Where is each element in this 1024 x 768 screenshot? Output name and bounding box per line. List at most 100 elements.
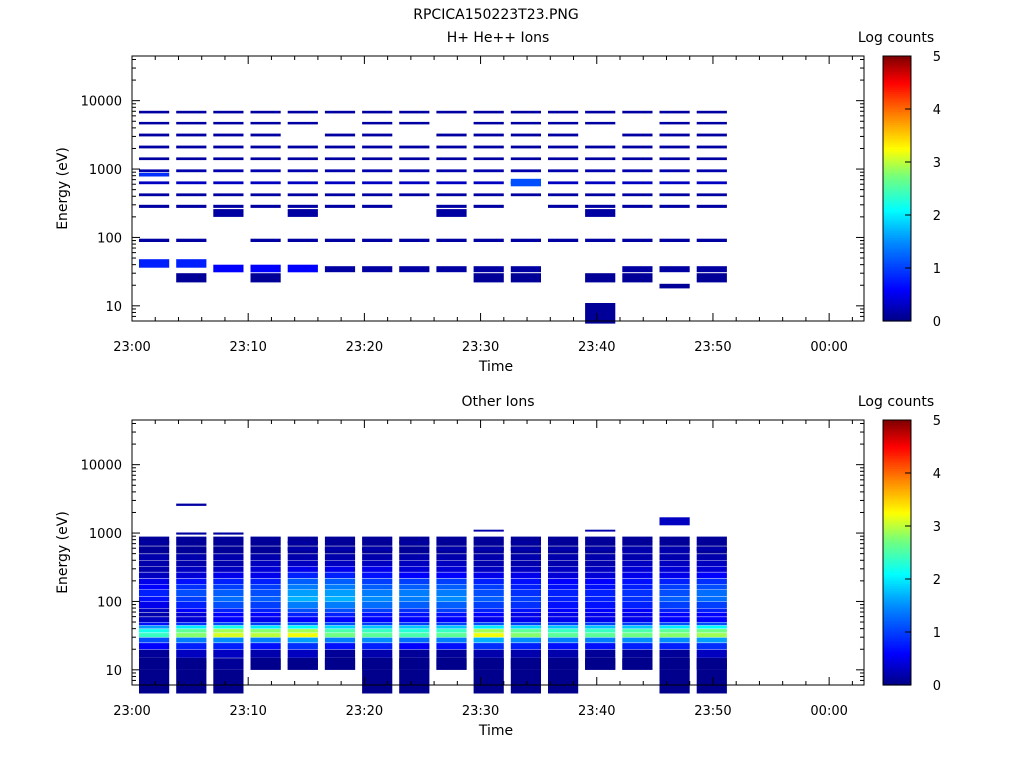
heatmap-cell [139,669,170,694]
heatmap-cell [399,589,430,596]
heatmap-cell [176,601,207,609]
y-tick-label: 100 [97,595,122,610]
heatmap-cell [548,121,579,125]
colorbar-segment [883,428,911,432]
colorbar-segment [883,554,911,558]
colorbar-segment [883,632,911,635]
heatmap-cell [659,643,690,650]
heatmap-cell [659,554,690,561]
heatmap-cell [473,584,504,590]
heatmap-cell [510,649,541,658]
heatmap-cell [139,536,170,546]
heatmap-cell [622,612,653,617]
colorbar-segment [883,292,911,296]
heatmap-cell [585,121,616,125]
heatmap-cell [510,178,541,187]
colorbar-segment [883,671,911,675]
heatmap-cell [362,121,393,125]
heatmap-cell [399,110,430,114]
heatmap-cell [213,536,244,546]
heatmap-cell [399,546,430,554]
heatmap-cell [548,608,579,612]
colorbar-segment [883,314,911,318]
heatmap-cell [324,193,356,197]
heatmap-cell [436,181,467,185]
colorbar-segment [883,122,911,126]
heatmap-cell [362,637,393,643]
colorbar-segment [883,420,911,423]
colorbar-segment [883,294,911,298]
heatmap-cell [250,572,281,578]
heatmap-cell [436,612,467,617]
colorbar-segment [883,585,911,589]
heatmap-cell [250,560,281,566]
colorbar-segment [883,658,911,662]
heatmap-cell [622,110,653,114]
heatmap-cell [176,133,207,137]
heatmap-cell [399,625,430,629]
colorbar-segment [883,464,911,467]
heatmap-cell [659,238,690,242]
heatmap-cell [548,110,579,114]
heatmap-cell [362,193,393,197]
colorbar-segment [883,162,911,165]
colorbar-segment [883,239,911,243]
heatmap-cell [585,145,616,149]
heatmap-cell [436,204,467,208]
heatmap-cell [622,643,653,650]
heatmap-cell [324,157,356,161]
heatmap-cell [659,566,690,572]
heatmap-cell [436,617,467,623]
colorbar-segment [883,221,911,225]
heatmap-cell [139,578,170,584]
heatmap-cell [510,601,541,609]
colorbar-segment [883,512,911,516]
colorbar-segment [883,199,911,203]
heatmap-cell [250,157,281,161]
heatmap-cell [548,181,579,185]
heatmap-cell [548,601,579,609]
heatmap-cell [362,145,393,149]
colorbar-segment [883,195,911,198]
plot-frame [131,55,865,322]
heatmap-cell [473,649,504,658]
colorbar-segment [883,181,911,185]
colorbar-segment [883,437,911,441]
colorbar-segment [883,501,911,505]
heatmap-cell [696,622,727,626]
colorbar-segment [883,561,911,565]
colorbar-segment [883,490,911,494]
heatmap-cell [548,669,579,694]
heatmap-cell [696,633,727,638]
heatmap-cell [473,625,504,629]
colorbar-segment [883,144,911,148]
heatmap-cell [399,601,430,609]
heatmap-cell [659,629,690,633]
heatmap-cell [436,266,467,273]
heatmap-cell [548,578,579,584]
heatmap-cell [510,547,541,551]
heatmap-cell [473,554,504,561]
heatmap-cell [362,566,393,572]
heatmap-cell [362,643,393,650]
colorbar-tick-label: 1 [933,262,941,277]
heatmap-cell [473,657,504,670]
heatmap-cell [622,266,653,273]
heatmap-cell [436,560,467,566]
heatmap-cell [585,209,616,217]
heatmap-cell [696,554,727,561]
heatmap-cell [473,669,504,694]
colorbar-segment [883,166,911,170]
colorbar-tick-label: 0 [933,679,941,694]
heatmap-cell [399,617,430,623]
heatmap-cell [287,601,318,609]
heatmap-cell [287,541,318,544]
heatmap-cell [250,121,281,125]
heatmap-cell [696,617,727,623]
heatmap-cell [585,629,616,633]
heatmap-cell [287,578,318,584]
heatmap-cell [139,566,170,572]
heatmap-cell [362,554,393,561]
heatmap-cell [324,584,356,590]
heatmap-cell [139,204,170,208]
